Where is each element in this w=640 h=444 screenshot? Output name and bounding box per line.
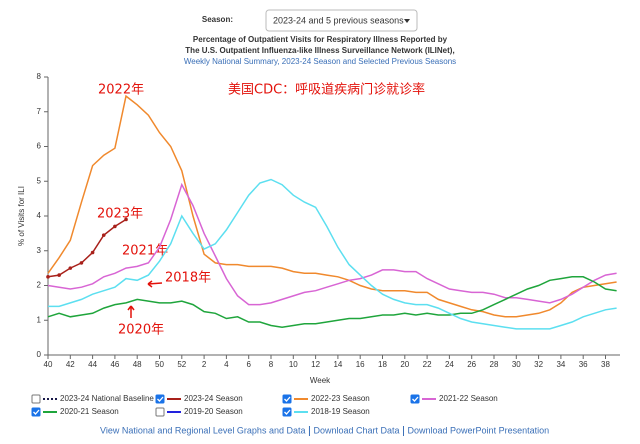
y-tick-label: 3 <box>37 246 42 255</box>
y-tick-label: 2 <box>37 281 42 290</box>
legend-label: 2020-21 Season <box>60 407 119 416</box>
series-line <box>47 182 617 306</box>
series-line <box>47 94 617 318</box>
point <box>46 275 50 279</box>
x-tick-label: 36 <box>579 360 588 369</box>
legend-checkbox[interactable] <box>410 394 420 404</box>
x-tick-label: 26 <box>467 360 476 369</box>
checkmark <box>33 409 40 415</box>
x-tick-label: 24 <box>445 360 454 369</box>
x-tick-label: 16 <box>356 360 365 369</box>
x-tick-label: 52 <box>177 360 186 369</box>
y-tick-label: 0 <box>37 350 42 359</box>
point <box>124 217 128 222</box>
point <box>101 233 106 237</box>
legend-checkbox[interactable] <box>31 394 41 404</box>
series-line <box>48 178 617 330</box>
x-tick-label: 10 <box>289 360 298 369</box>
x-tick-label: 8 <box>269 360 274 369</box>
arrow <box>127 305 135 318</box>
point <box>57 273 61 277</box>
annotation: 2018年 <box>165 271 211 286</box>
season-value[interactable]: 2023-24 and 5 previous seasons <box>273 15 404 25</box>
legend-label: 2023-24 National Baseline <box>60 394 154 403</box>
x-tick-label: 22 <box>423 360 432 369</box>
x-tick-label: 50 <box>155 360 164 369</box>
x-tick-label: 14 <box>333 360 342 369</box>
x-tick-label: 34 <box>556 360 565 369</box>
y-tick-label: 8 <box>37 72 42 81</box>
annotation: 美国CDC：呼吸道疾病门诊就诊率 <box>228 82 425 98</box>
x-tick-label: 42 <box>66 360 75 369</box>
x-tick-label: 40 <box>44 360 53 369</box>
point <box>113 224 117 229</box>
y-tick-label: 1 <box>37 315 42 324</box>
checkmark <box>284 396 291 402</box>
x-tick-label: 38 <box>601 360 610 369</box>
chart-title-line: The U.S. Outpatient Influenza-like Illne… <box>185 46 454 55</box>
y-tick-label: 6 <box>37 142 42 151</box>
annotation: 2023年 <box>97 207 143 222</box>
legend-label: 2023-24 Season <box>184 394 243 403</box>
y-tick-label: 7 <box>37 107 42 116</box>
legend-checkbox[interactable] <box>31 407 41 417</box>
x-tick-label: 4 <box>224 360 229 369</box>
checkmark <box>284 409 291 415</box>
annotation: 2022年 <box>98 83 144 98</box>
x-tick-label: 28 <box>490 360 499 369</box>
series-line <box>47 276 617 328</box>
chart-subtitle: Weekly National Summary, 2023-24 Season … <box>184 57 456 66</box>
legend-label: 2018-19 Season <box>311 407 370 416</box>
footer-link[interactable]: Download Chart Data <box>313 425 399 435</box>
point <box>90 250 95 255</box>
x-tick-label: 20 <box>400 360 409 369</box>
legend-checkbox[interactable] <box>282 407 292 417</box>
x-tick-label: 6 <box>246 360 251 369</box>
x-tick-label: 12 <box>311 360 320 369</box>
annotation: 2020年 <box>118 323 164 338</box>
checkmark <box>157 396 164 402</box>
x-axis-label: Week <box>310 376 331 385</box>
legend-label: 2021-22 Season <box>439 394 498 403</box>
arrow <box>147 280 163 288</box>
legend-checkbox[interactable] <box>155 407 165 417</box>
legend-label: 2022-23 Season <box>311 394 370 403</box>
point <box>79 261 84 265</box>
dropdown-caret <box>404 19 410 23</box>
x-tick-label: 30 <box>512 360 521 369</box>
chart-title-line: Percentage of Outpatient Visits for Resp… <box>193 35 448 44</box>
annotation: 2021年 <box>122 244 168 259</box>
point <box>68 266 73 270</box>
x-tick-label: 32 <box>534 360 543 369</box>
season-label: Season: <box>202 15 233 24</box>
legend-label: 2019-20 Season <box>184 407 243 416</box>
x-tick-label: 18 <box>378 360 387 369</box>
season-dropdown[interactable] <box>265 9 418 32</box>
x-tick-label: 2 <box>202 360 207 369</box>
footer-link[interactable]: Download PowerPoint Presentation <box>408 425 550 435</box>
y-tick-label: 5 <box>37 176 42 185</box>
legend-checkbox[interactable] <box>155 394 165 404</box>
footer-link[interactable]: View National and Regional Level Graphs … <box>100 425 305 435</box>
series-line <box>47 218 127 278</box>
x-tick-label: 48 <box>133 360 142 369</box>
x-tick-label: 46 <box>110 360 119 369</box>
checkmark <box>412 396 419 402</box>
legend-checkbox[interactable] <box>282 394 292 404</box>
x-tick-label: 44 <box>88 360 97 369</box>
y-axis-label: % of Visits for ILI <box>17 186 26 246</box>
y-tick-label: 4 <box>37 211 42 220</box>
